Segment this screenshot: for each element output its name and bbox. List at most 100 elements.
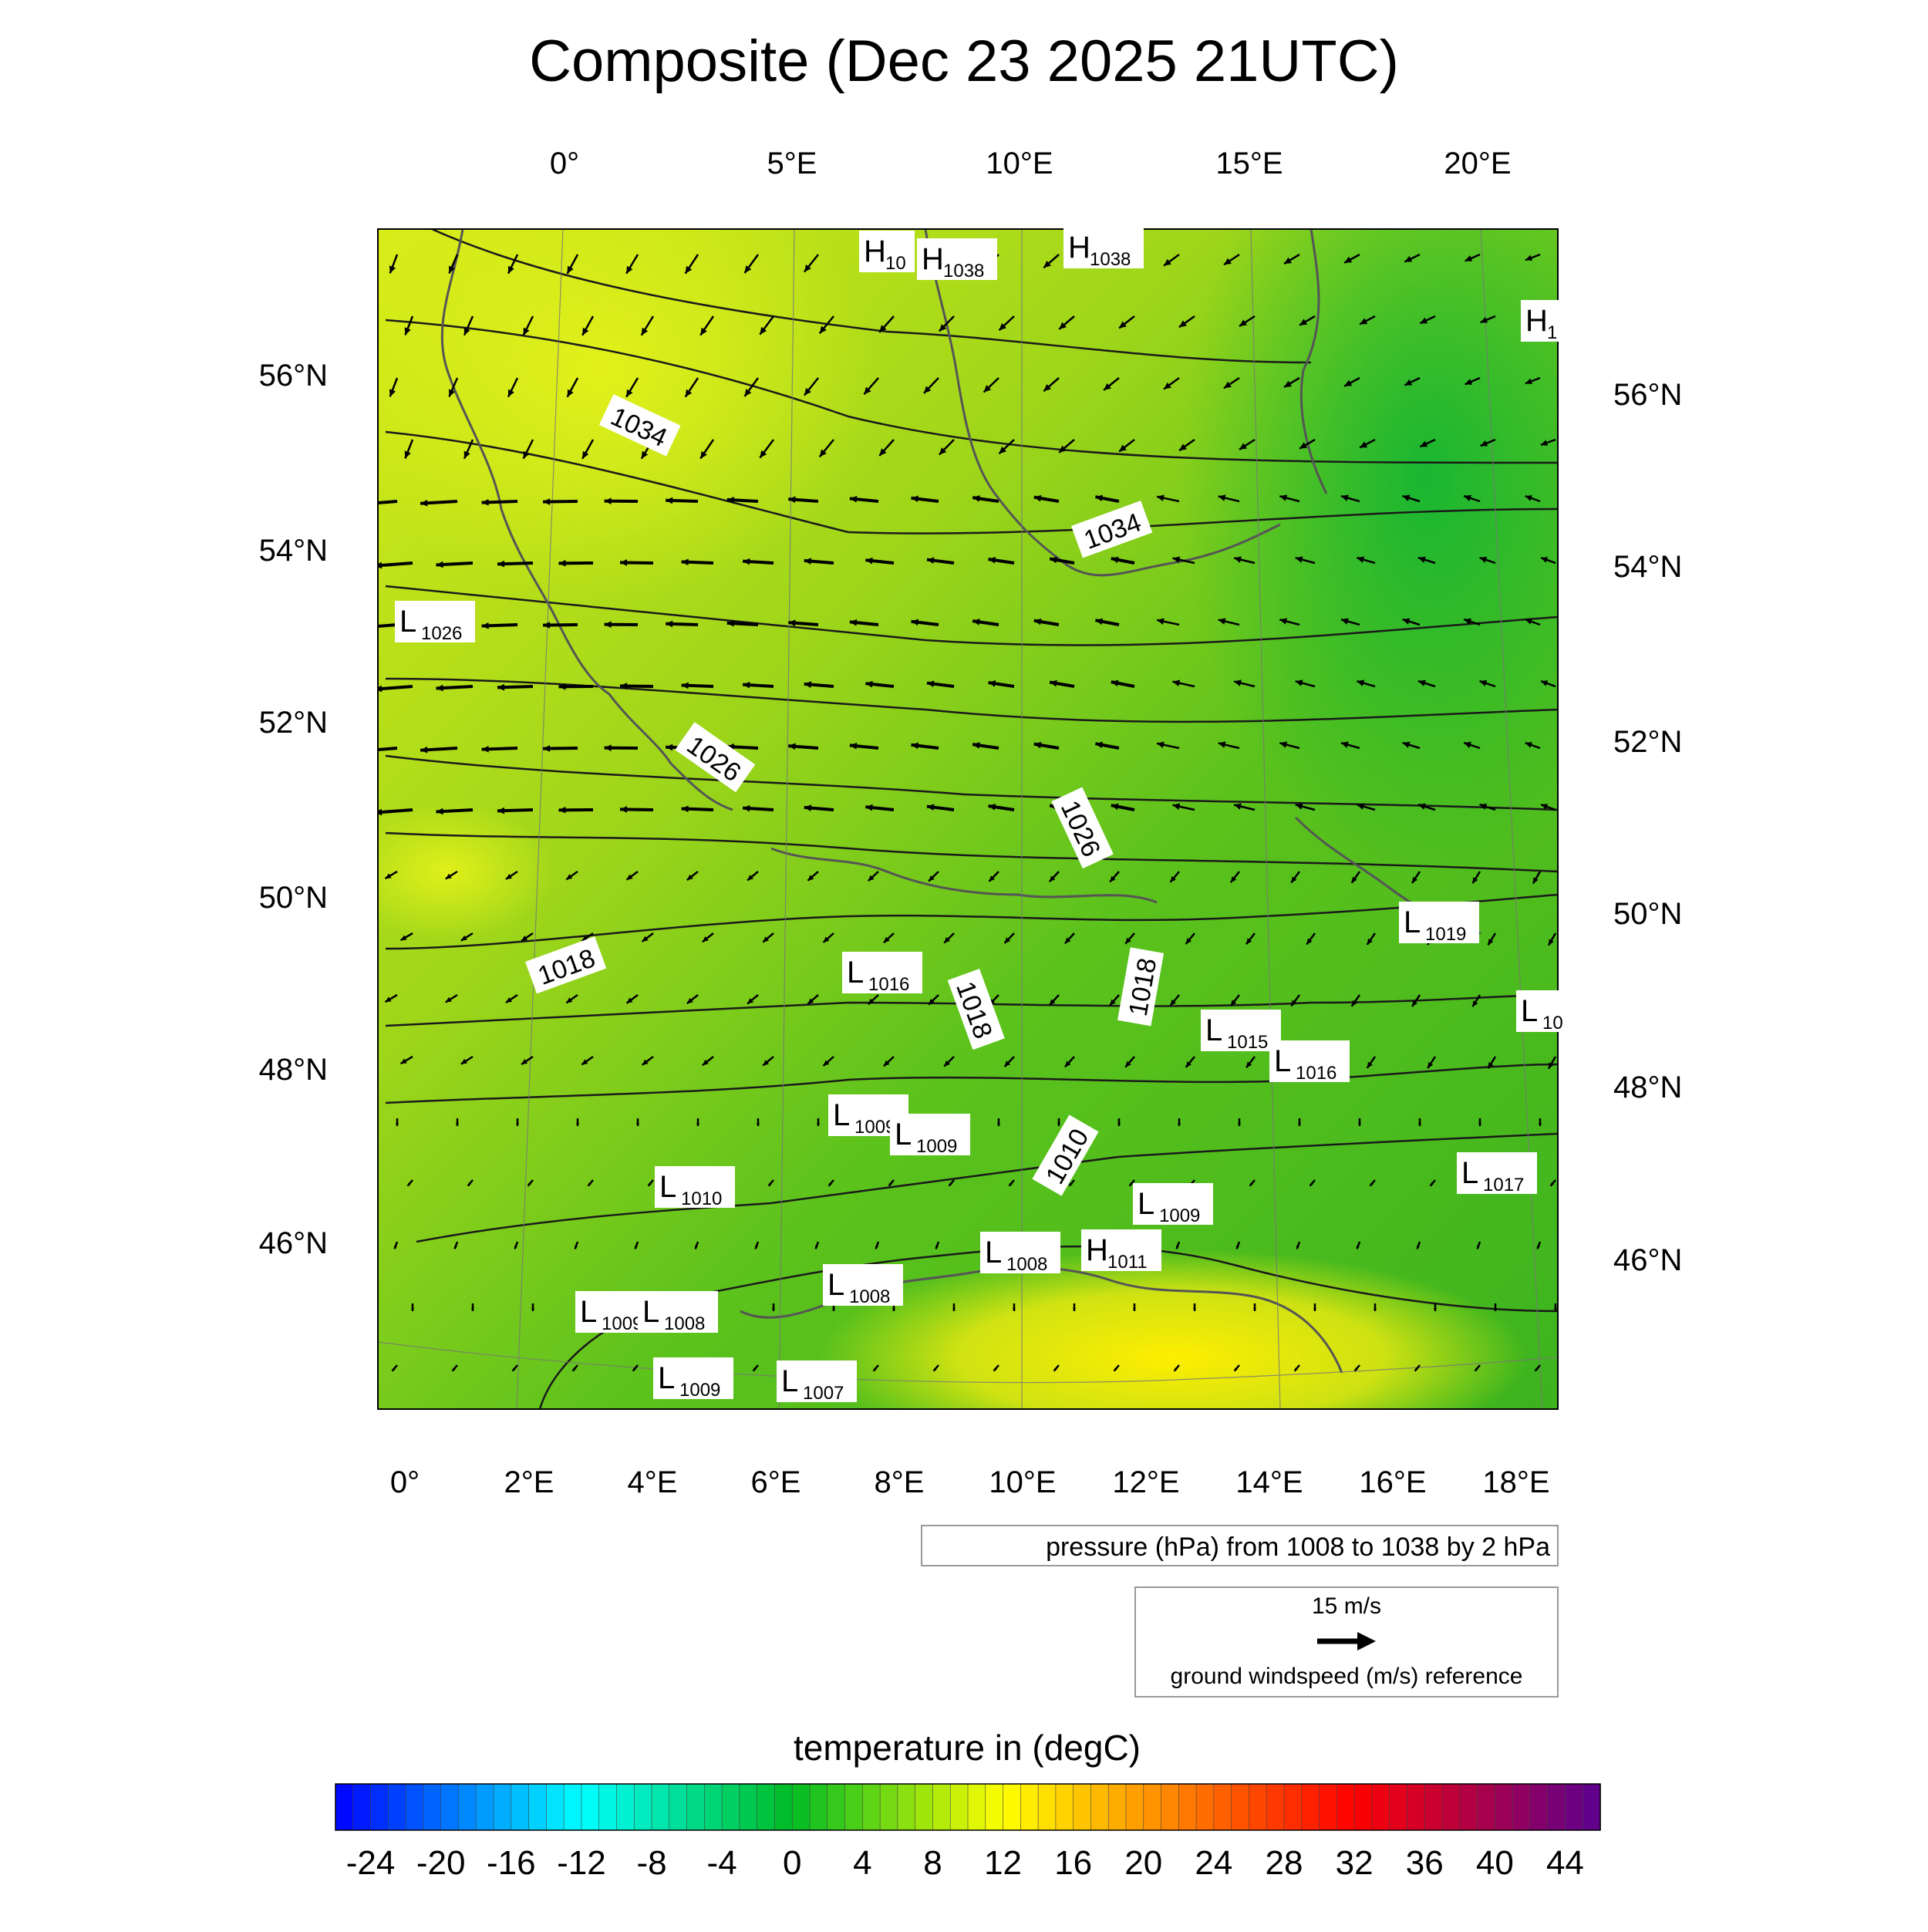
center-type: L xyxy=(399,605,416,639)
colorbar-tick-label: 0 xyxy=(783,1844,801,1882)
bottom-lon-label: 2°E xyxy=(504,1465,554,1499)
center-type: L xyxy=(1274,1044,1291,1078)
colorbar-swatch xyxy=(1565,1784,1583,1830)
colorbar-swatch xyxy=(599,1784,617,1830)
colorbar-swatch xyxy=(1003,1784,1021,1830)
colorbar-swatch xyxy=(1056,1784,1074,1830)
center-type: L xyxy=(1138,1187,1154,1221)
center-value: 1038 xyxy=(1090,249,1131,270)
colorbar-swatch xyxy=(1583,1784,1600,1830)
colorbar-swatch xyxy=(476,1784,494,1830)
colorbar-swatch xyxy=(1372,1784,1390,1830)
colorbar-swatch xyxy=(1038,1784,1056,1830)
colorbar-swatch xyxy=(1530,1784,1548,1830)
left-lat-label: 56°N xyxy=(259,359,328,393)
colorbar-swatch xyxy=(1126,1784,1144,1830)
center-value: 1010 xyxy=(681,1189,722,1209)
colorbar-swatch xyxy=(1196,1784,1214,1830)
colorbar-swatch xyxy=(546,1784,564,1830)
center-type: L xyxy=(1521,994,1538,1028)
center-type: L xyxy=(847,956,864,990)
colorbar-swatch xyxy=(1144,1784,1161,1830)
center-value: 10 xyxy=(1542,1013,1563,1033)
center-value: 1008 xyxy=(849,1286,890,1307)
colorbar-swatch xyxy=(1495,1784,1512,1830)
colorbar-tick-label: 44 xyxy=(1546,1844,1584,1882)
center-value: 1009 xyxy=(679,1380,720,1401)
colorbar-swatch xyxy=(1074,1784,1091,1830)
colorbar-swatch xyxy=(986,1784,1003,1830)
temperature-colorbar xyxy=(335,1784,1601,1830)
warm-area-west xyxy=(339,802,555,941)
bottom-lon-label: 14°E xyxy=(1235,1465,1303,1499)
colorbar-swatch xyxy=(458,1784,476,1830)
colorbar-swatch xyxy=(722,1784,740,1830)
left-lat-label: 50°N xyxy=(259,881,328,915)
colorbar-swatch xyxy=(810,1784,827,1830)
wind-reference-box: 15 m/s ground windspeed (m/s) reference xyxy=(1135,1587,1558,1697)
center-value: 1017 xyxy=(1483,1175,1524,1195)
figure-title: Composite (Dec 23 2025 21UTC) xyxy=(529,29,1399,94)
colorbar-swatch xyxy=(740,1784,757,1830)
colorbar-swatch xyxy=(845,1784,863,1830)
center-value: 1009 xyxy=(854,1117,895,1138)
right-lat-label: 48°N xyxy=(1613,1071,1682,1104)
top-lon-label: 5°E xyxy=(767,147,817,180)
bottom-lon-label: 16°E xyxy=(1359,1465,1426,1499)
colorbar-swatch xyxy=(652,1784,669,1830)
pressure-note-box: pressure (hPa) from 1008 to 1038 by 2 hP… xyxy=(922,1526,1558,1566)
bottom-lon-label: 0° xyxy=(390,1465,420,1499)
bottom-lon-label: 8°E xyxy=(875,1465,925,1499)
colorbar-swatch xyxy=(581,1784,599,1830)
colorbar-swatch xyxy=(704,1784,722,1830)
pressure-note: pressure (hPa) from 1008 to 1038 by 2 hP… xyxy=(1046,1532,1550,1562)
center-type: H xyxy=(1086,1233,1108,1267)
colorbar-tick-label: 12 xyxy=(984,1844,1022,1882)
colorbar-swatch xyxy=(1336,1784,1354,1830)
colorbar-swatch xyxy=(1284,1784,1302,1830)
center-type: L xyxy=(985,1236,1002,1269)
colorbar-swatch xyxy=(792,1784,810,1830)
center-value: 1009 xyxy=(1159,1205,1200,1226)
colorbar-tick-label: -20 xyxy=(416,1844,466,1882)
colorbar-swatch xyxy=(1232,1784,1249,1830)
colorbar-swatch xyxy=(932,1784,950,1830)
wind-reference-speed: 15 m/s xyxy=(1312,1593,1381,1619)
colorbar-swatch xyxy=(1320,1784,1337,1830)
bottom-lon-label: 4°E xyxy=(628,1465,678,1499)
colorbar-tick-label: -8 xyxy=(636,1844,666,1882)
center-value: 1009 xyxy=(602,1313,642,1334)
colorbar-tick-label: 36 xyxy=(1406,1844,1444,1882)
center-value: 1009 xyxy=(916,1136,957,1157)
right-lat-label: 46°N xyxy=(1613,1243,1682,1277)
center-type: L xyxy=(642,1295,659,1329)
center-type: L xyxy=(1205,1013,1222,1047)
colorbar-swatch xyxy=(827,1784,845,1830)
right-lat-label: 56°N xyxy=(1613,378,1682,412)
colorbar-tick-label: 8 xyxy=(923,1844,942,1882)
colorbar-tick-label: 4 xyxy=(853,1844,871,1882)
colorbar-swatch xyxy=(880,1784,898,1830)
center-type: L xyxy=(833,1098,850,1132)
left-lat-label: 52°N xyxy=(259,706,328,740)
colorbar-swatch xyxy=(441,1784,459,1830)
left-lat-label: 48°N xyxy=(259,1053,328,1087)
center-type: L xyxy=(659,1170,676,1204)
colorbar-swatch xyxy=(950,1784,968,1830)
colorbar-swatch xyxy=(862,1784,880,1830)
colorbar-swatch xyxy=(1442,1784,1460,1830)
